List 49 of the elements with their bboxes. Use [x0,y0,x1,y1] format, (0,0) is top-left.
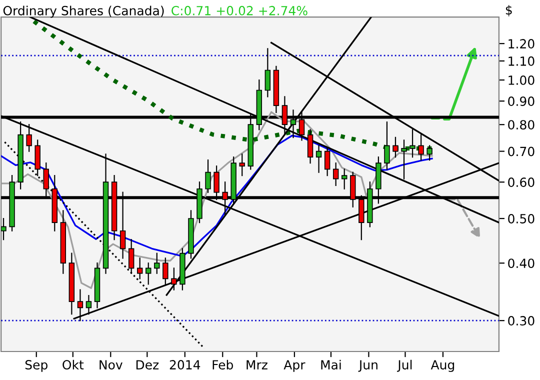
x-tick-label: Mai [321,360,341,370]
candlestick [205,159,211,193]
candlestick [1,218,6,240]
y-tick-label: 0.30 [508,316,534,326]
x-tick-label: Sep [25,360,48,372]
candlestick [154,252,160,274]
candlestick [162,258,168,285]
y-tick-label: 0.60 [508,178,534,188]
candlestick [128,239,134,274]
candlestick [392,136,398,158]
candlestick [307,129,314,164]
candlestick [86,295,92,315]
x-tick-label: Jun [358,360,378,372]
x-tick-label: Dez [136,360,159,370]
y-tick-label: 0.50 [508,214,534,224]
x-tick-label: Jul [397,360,412,372]
x-tick-label: 2014 [170,360,200,370]
x-tick-label: Apr [284,360,306,372]
candlestick [401,140,407,180]
candlestick [410,129,416,158]
candlestick [171,268,177,290]
candlestick [384,122,390,170]
candlestick [418,134,424,161]
candlestick [332,162,339,186]
x-tick-label: Feb [212,360,234,370]
chart-subtitle: C:0.71 +0.02 +2.74% [172,6,308,16]
candlestick [316,145,322,173]
chart-title: Ordinary Shares (Canada) [3,6,164,18]
x-tick-label: Nov [100,360,122,370]
candlestick [146,262,152,285]
x-tick-label: Okt [62,360,84,370]
x-tick-label: Mrz [246,360,268,370]
y-axis-title: $ [506,5,512,16]
y-tick-label: 1.10 [508,56,534,66]
candlestick [324,148,330,176]
y-tick-label: 1.00 [508,75,534,85]
candlestick [26,124,32,152]
candlestick [137,258,143,280]
line-series [1,134,433,258]
y-tick-label: 1.20 [508,39,534,48]
candlestick [426,145,432,161]
x-tick-label: Aug [430,360,454,372]
candlestick [264,48,271,98]
y-tick-label: 0.80 [508,120,534,130]
y-tick-label: 0.70 [508,146,534,156]
candlestick [239,154,245,176]
y-tick-label: 0.90 [508,96,534,106]
y-tick-label: 0.40 [508,258,534,268]
candlestick [342,168,348,190]
